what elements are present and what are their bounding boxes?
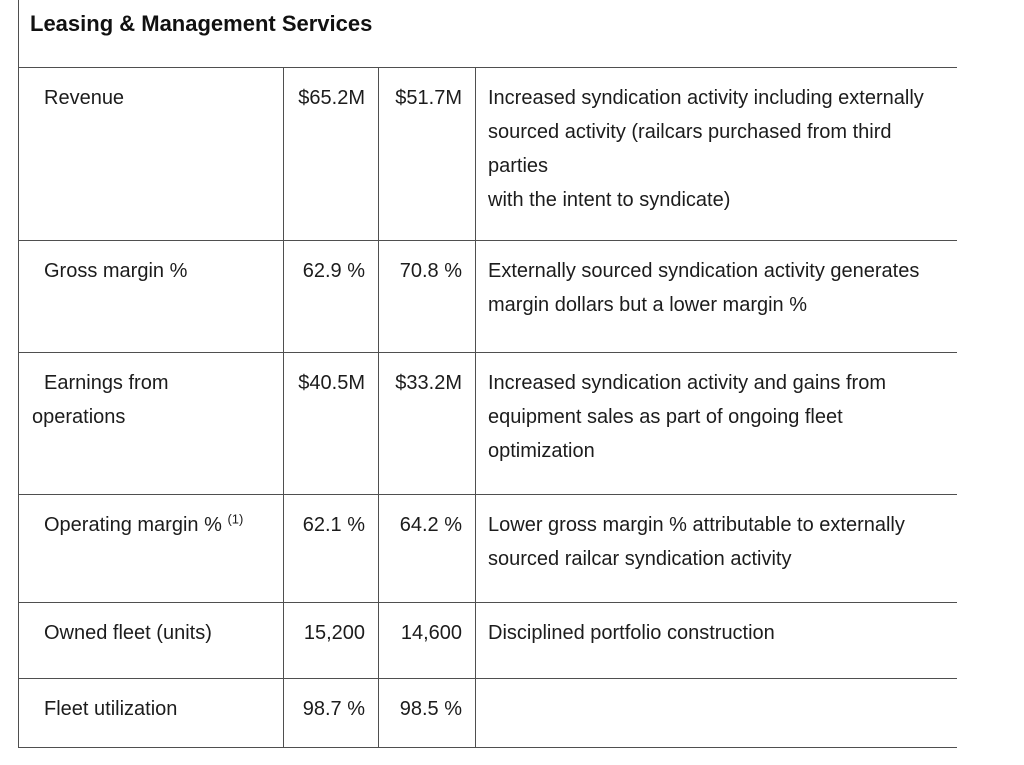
commentary-cell: Increased syndication activity and gains… [474,351,957,495]
metric-label-cell: Earnings from operations [18,351,284,495]
metric-label-cell: Fleet utilization [18,677,284,748]
label-line: Owned fleet (units) [44,621,212,644]
value-1-cell: 15,200 [283,601,379,679]
table-row: Earnings from operations $40.5M $33.2M In… [18,351,957,495]
metric-label-cell: Gross margin % [18,239,284,353]
commentary-cell: Disciplined portfolio construction [474,601,957,679]
value-2-cell: 70.8 % [378,239,476,353]
table-row: Gross margin % 62.9 % 70.8 % Externally … [18,239,957,353]
value-1-cell: 62.1 % [283,493,379,603]
comment-line: sourced activity (railcars purchased fro… [488,120,892,143]
value-2-cell: 14,600 [378,601,476,679]
comment-line: Increased syndication activity including… [488,86,924,109]
comment-line: Externally sourced syndication activity … [488,259,920,282]
table-header: Leasing & Management Services [18,0,957,68]
label-line: Gross margin % [44,259,188,282]
section-title: Leasing & Management Services [18,0,957,68]
value-1-cell: $65.2M [283,66,379,241]
value-1-cell: 98.7 % [283,677,379,748]
table-row: Revenue $65.2M $51.7M Increased syndicat… [18,66,957,241]
commentary-cell [474,677,957,748]
comment-line: Increased syndication activity and gains… [488,371,886,394]
title-row: Leasing & Management Services [18,0,957,68]
label-line: operations [32,405,126,428]
commentary-cell: Increased syndication activity including… [474,66,957,241]
label-line: Operating margin % (1) [44,510,244,536]
comment-line: optimization [488,439,595,462]
value-2-cell: $33.2M [378,351,476,495]
comment-line: Lower gross margin % attributable to ext… [488,513,905,536]
label-line: Earnings from [44,371,169,394]
comment-line: sourced railcar syndication activity [488,547,792,570]
value-1-cell: 62.9 % [283,239,379,353]
metric-label-cell: Operating margin % (1) [18,493,284,603]
comment-line: equipment sales as part of ongoing fleet [488,405,843,428]
value-2-cell: $51.7M [378,66,476,241]
metric-label-cell: Owned fleet (units) [18,601,284,679]
metric-label-cell: Revenue [18,66,284,241]
table-body: Revenue $65.2M $51.7M Increased syndicat… [18,66,957,748]
comment-line: Disciplined portfolio construction [488,621,775,644]
comment-line: margin dollars but a lower margin % [488,293,808,316]
footnote-marker: (1) [227,510,244,526]
table-row: Owned fleet (units) 15,200 14,600 Discip… [18,601,957,679]
value-1-cell: $40.5M [283,351,379,495]
value-2-cell: 64.2 % [378,493,476,603]
label-line: Revenue [44,86,125,109]
table-row: Fleet utilization 98.7 % 98.5 % [18,677,957,748]
commentary-cell: Lower gross margin % attributable to ext… [474,493,957,603]
document-viewport: Leasing & Management Services Revenue $6… [18,0,957,765]
value-2-cell: 98.5 % [378,677,476,748]
commentary-cell: Externally sourced syndication activity … [474,239,957,353]
label-line: Fleet utilization [44,697,178,720]
comment-line: parties [488,154,549,177]
leasing-management-table: Leasing & Management Services Revenue $6… [18,0,957,748]
table-row: Operating margin % (1) 62.1 % 64.2 % Low… [18,493,957,603]
comment-line: with the intent to syndicate) [488,188,731,211]
